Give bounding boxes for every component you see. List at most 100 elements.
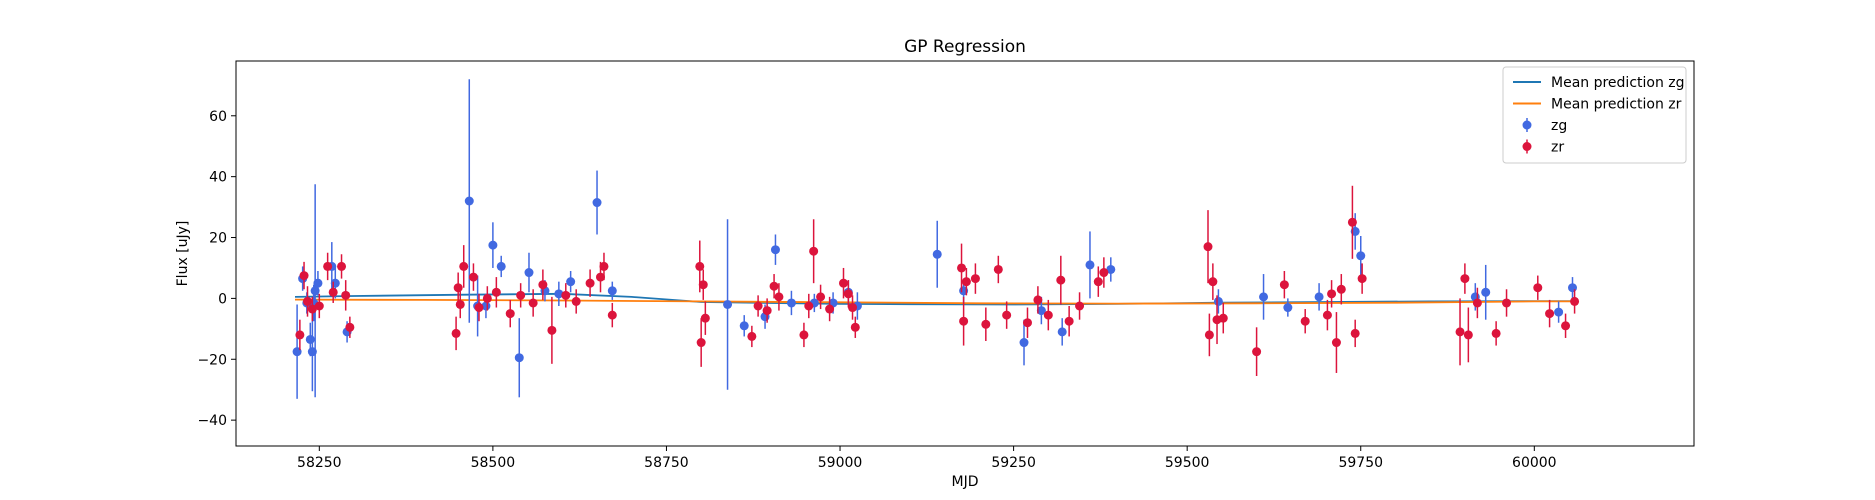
data-point — [1064, 316, 1074, 326]
data-point — [1279, 280, 1289, 290]
series-line-2 — [294, 298, 1576, 305]
data-point — [453, 283, 463, 293]
legend-item: zg — [1522, 118, 1567, 134]
data-point — [698, 280, 708, 290]
data-point — [607, 286, 617, 296]
data-point — [455, 299, 465, 309]
data-point — [747, 331, 757, 341]
legend-label: zr — [1551, 140, 1564, 156]
data-point — [1463, 330, 1473, 340]
legend-frame — [1502, 66, 1687, 164]
data-point — [491, 287, 501, 297]
data-point — [1570, 296, 1580, 306]
data-point — [1357, 274, 1367, 284]
series-layer — [292, 79, 1580, 399]
chart-title: GP Regression — [904, 37, 1026, 57]
data-point — [516, 290, 526, 300]
data-point — [561, 290, 571, 300]
data-point — [305, 334, 315, 344]
data-point — [723, 299, 733, 309]
y-tick-label: −20 — [197, 352, 227, 368]
data-point — [1204, 330, 1214, 340]
data-point — [770, 245, 780, 255]
data-point — [607, 310, 617, 320]
series-zg — [292, 79, 1577, 399]
data-point — [295, 330, 305, 340]
x-axis-label: MJD — [952, 474, 979, 490]
plot-frame — [235, 60, 1695, 447]
legend-label: zg — [1551, 118, 1567, 134]
data-point — [468, 272, 478, 282]
data-point — [1472, 298, 1482, 308]
data-point — [1300, 316, 1310, 326]
data-point — [1545, 309, 1555, 319]
data-point — [1099, 268, 1109, 278]
data-point — [769, 281, 779, 291]
data-point — [1075, 301, 1085, 311]
data-point — [816, 292, 826, 302]
data-point — [981, 319, 991, 329]
data-point — [1057, 327, 1067, 337]
x-tick-label: 59750 — [1338, 455, 1383, 471]
data-point — [1283, 303, 1293, 313]
legend-item: Mean prediction zr — [1513, 97, 1682, 113]
data-point — [1043, 310, 1053, 320]
data-point — [1322, 310, 1332, 320]
data-point — [307, 304, 317, 314]
data-point — [1568, 283, 1577, 293]
data-point — [850, 322, 860, 332]
data-point — [547, 325, 557, 335]
data-point — [993, 264, 1003, 274]
x-tick-label: 60000 — [1512, 455, 1557, 471]
series-line-1 — [294, 292, 1576, 306]
legend-label: Mean prediction zr — [1551, 97, 1682, 113]
data-point — [323, 261, 333, 271]
legend-label: Mean prediction zg — [1551, 75, 1685, 91]
y-axis-label: Flux [uJy] — [175, 221, 191, 287]
data-point — [505, 309, 515, 319]
y-tick-label: 60 — [209, 109, 227, 125]
data-point — [592, 198, 602, 208]
data-point — [337, 261, 347, 271]
data-point — [774, 292, 784, 302]
data-point — [804, 301, 814, 311]
data-point — [1259, 292, 1269, 302]
data-point — [1019, 338, 1029, 348]
data-point — [959, 316, 969, 326]
data-point — [599, 261, 609, 271]
data-point — [839, 278, 848, 288]
data-point — [313, 278, 323, 288]
data-point — [1056, 275, 1066, 285]
data-point — [1460, 274, 1470, 284]
series-zr — [295, 185, 1580, 376]
data-point — [848, 303, 858, 313]
data-point — [596, 272, 605, 282]
data-point — [1203, 242, 1213, 252]
data-point — [341, 290, 351, 300]
data-point — [695, 261, 705, 271]
data-point — [1336, 284, 1346, 294]
legend-marker-swatch — [1522, 120, 1532, 130]
x-tick-label: 58250 — [297, 455, 342, 471]
data-point — [1356, 251, 1366, 261]
data-point — [328, 287, 338, 297]
data-point — [957, 263, 967, 273]
data-point — [488, 240, 498, 250]
legend-item: zr — [1522, 139, 1564, 156]
data-point — [566, 277, 576, 287]
data-point — [482, 293, 492, 303]
data-point — [496, 261, 506, 271]
data-point — [474, 303, 484, 313]
data-point — [1502, 298, 1512, 308]
data-point — [538, 280, 548, 290]
data-point — [1252, 347, 1262, 357]
x-tick-label: 59000 — [818, 455, 863, 471]
data-point — [514, 353, 524, 363]
data-point — [314, 301, 324, 311]
data-point — [585, 278, 595, 288]
data-point — [571, 296, 581, 306]
data-point — [1491, 328, 1501, 338]
data-point — [1350, 328, 1360, 338]
